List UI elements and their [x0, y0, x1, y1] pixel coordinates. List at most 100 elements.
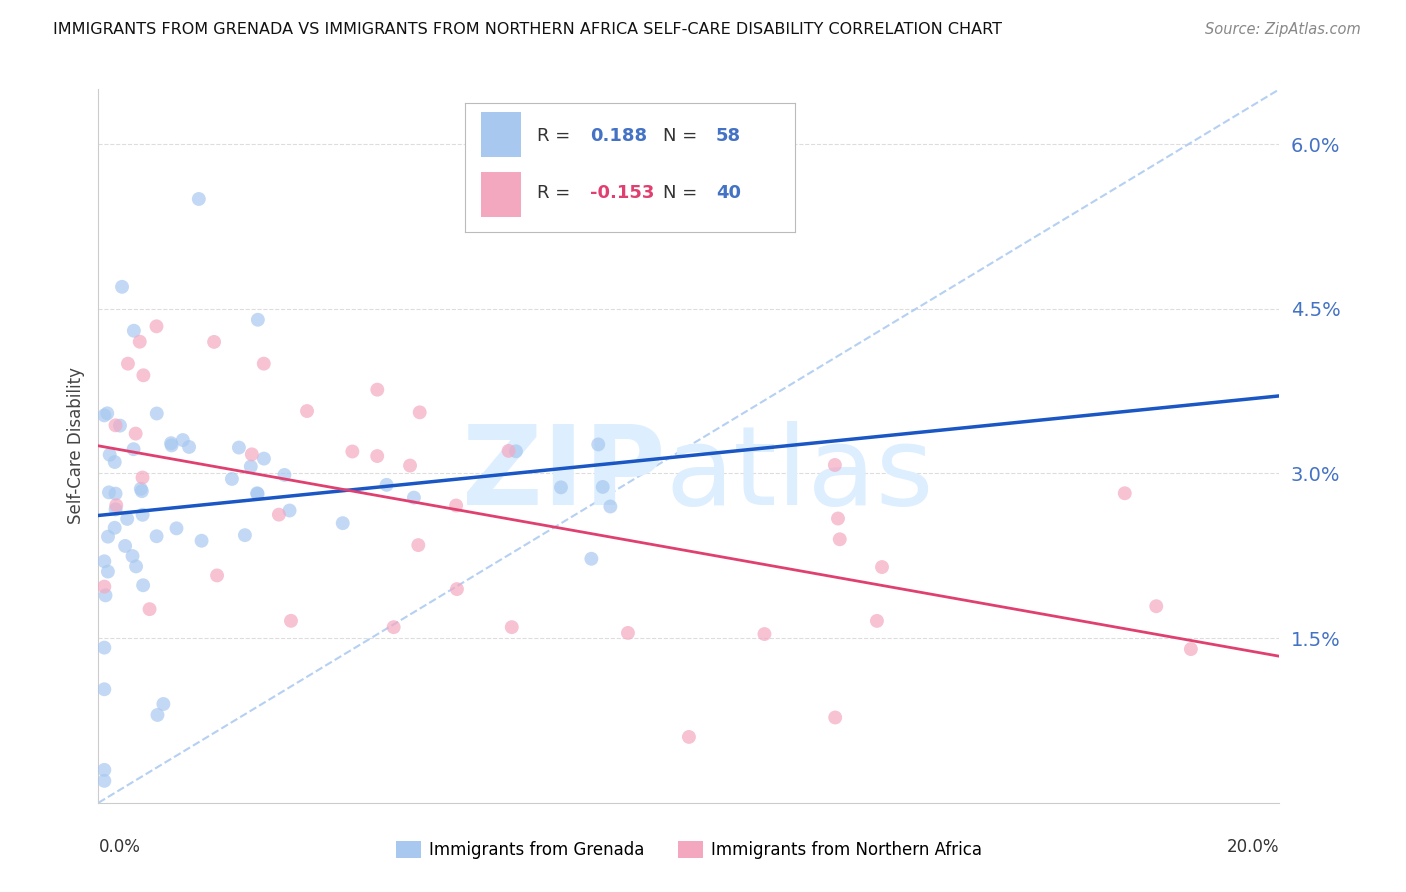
Point	[177, 440, 200, 454]
Point	[501, 620, 523, 634]
Text: 20.0%: 20.0%	[1227, 838, 1279, 856]
Point	[145, 319, 167, 334]
Point	[202, 334, 225, 349]
Point	[172, 433, 194, 447]
Point	[342, 444, 364, 458]
Point	[1144, 599, 1167, 614]
Point	[93, 773, 115, 788]
Point	[332, 516, 354, 531]
Point	[125, 559, 148, 574]
Point	[221, 472, 243, 486]
Point	[409, 405, 432, 419]
Point	[108, 418, 131, 433]
Point	[117, 357, 139, 371]
Point	[246, 486, 269, 500]
Point	[190, 533, 212, 548]
Point	[505, 444, 527, 458]
Point	[166, 521, 188, 535]
Point	[498, 443, 520, 458]
Point	[160, 436, 183, 450]
Point	[267, 508, 290, 522]
Point	[240, 447, 263, 461]
Point	[152, 697, 174, 711]
Point	[824, 458, 846, 472]
Point	[592, 480, 614, 494]
Point	[132, 368, 155, 383]
Point	[1114, 486, 1136, 500]
Point	[93, 682, 115, 697]
Point	[104, 418, 127, 433]
Point	[233, 528, 256, 542]
Text: Source: ZipAtlas.com: Source: ZipAtlas.com	[1205, 22, 1361, 37]
Point	[278, 503, 301, 517]
Point	[866, 614, 889, 628]
Point	[104, 455, 127, 469]
Point	[253, 451, 276, 466]
Point	[870, 560, 893, 574]
Point	[444, 499, 467, 513]
Text: 0.0%: 0.0%	[98, 838, 141, 856]
Point	[273, 467, 295, 482]
Point	[122, 442, 145, 457]
Point	[104, 502, 127, 516]
Point	[104, 486, 127, 500]
Point	[295, 404, 318, 418]
Point	[366, 383, 388, 397]
Point	[93, 580, 115, 594]
Point	[97, 565, 120, 579]
Point	[253, 357, 276, 371]
Point	[138, 602, 160, 616]
Point	[132, 578, 155, 592]
Point	[754, 627, 776, 641]
Point	[1180, 642, 1202, 657]
Point	[145, 529, 167, 543]
Point	[446, 582, 468, 596]
Text: IMMIGRANTS FROM GRENADA VS IMMIGRANTS FROM NORTHERN AFRICA SELF-CARE DISABILITY : IMMIGRANTS FROM GRENADA VS IMMIGRANTS FR…	[53, 22, 1002, 37]
Point	[617, 626, 640, 640]
Text: atlas: atlas	[665, 421, 934, 528]
Point	[131, 508, 153, 522]
Point	[129, 482, 152, 496]
Point	[93, 409, 115, 423]
Point	[239, 459, 262, 474]
Point	[382, 620, 405, 634]
Y-axis label: Self-Care Disability: Self-Care Disability	[66, 368, 84, 524]
Point	[399, 458, 422, 473]
Point	[187, 192, 209, 206]
Point	[160, 438, 183, 452]
Point	[93, 763, 115, 777]
Point	[104, 521, 127, 535]
Point	[586, 437, 609, 451]
Point	[408, 538, 430, 552]
Point	[96, 406, 118, 420]
Point	[280, 614, 302, 628]
Point	[246, 487, 269, 501]
Point	[122, 324, 145, 338]
Point	[111, 280, 134, 294]
Point	[146, 708, 169, 723]
Point	[94, 588, 117, 602]
Point	[124, 426, 146, 441]
Point	[828, 533, 851, 547]
Legend: Immigrants from Grenada, Immigrants from Northern Africa: Immigrants from Grenada, Immigrants from…	[389, 834, 988, 866]
Point	[93, 640, 115, 655]
Point	[827, 511, 849, 525]
Point	[146, 407, 169, 421]
Point	[678, 730, 700, 744]
Point	[97, 485, 120, 500]
Point	[599, 500, 621, 514]
Point	[246, 312, 269, 326]
Point	[375, 478, 398, 492]
Point	[131, 484, 153, 499]
Point	[114, 539, 136, 553]
Point	[128, 334, 150, 349]
Text: ZIP: ZIP	[463, 421, 665, 528]
Point	[121, 549, 143, 563]
Point	[366, 449, 388, 463]
Point	[131, 470, 153, 484]
Point	[228, 441, 250, 455]
Point	[205, 568, 228, 582]
Point	[93, 554, 115, 568]
Point	[115, 512, 138, 526]
Point	[97, 530, 120, 544]
